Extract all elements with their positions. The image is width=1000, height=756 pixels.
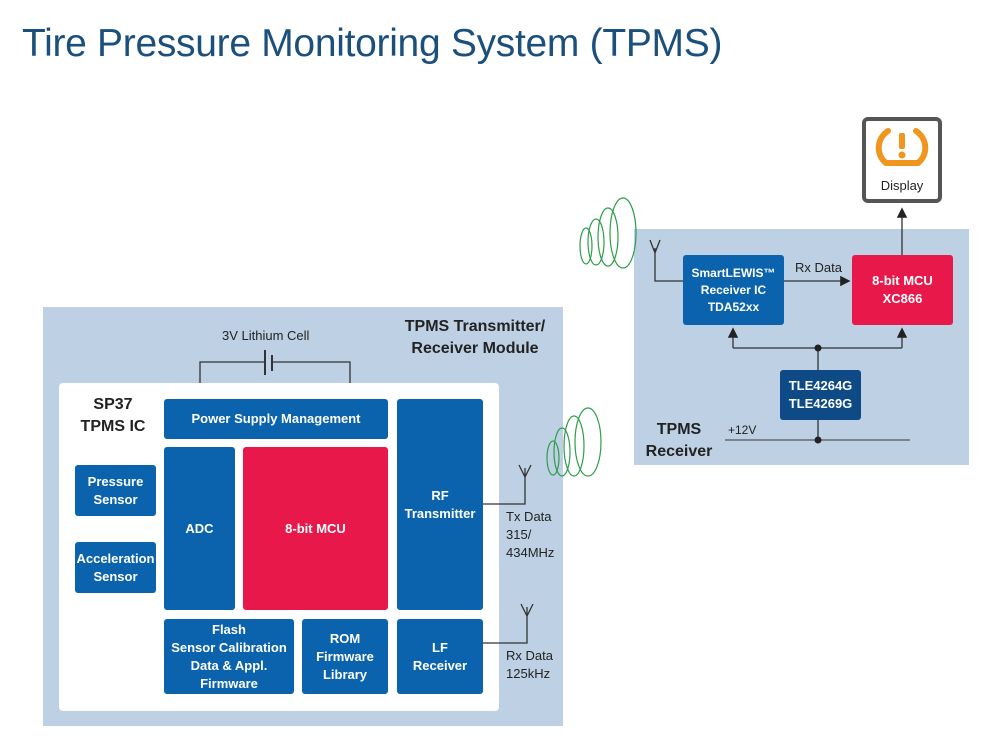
rx-line1: Rx Data: [506, 648, 553, 663]
regulator-line2: TLE4269G: [788, 396, 853, 411]
receiver-antenna-icon: [649, 239, 683, 282]
rom-block: ROM Firmware Library: [302, 619, 388, 694]
ic-label: SP37 TPMS IC: [72, 394, 154, 438]
lf-label-line2: Receiver: [412, 657, 468, 673]
tx-line1: Tx Data: [506, 509, 552, 524]
flash-label-line4: Firmware: [200, 675, 258, 691]
flash-label-line1: Flash: [212, 621, 246, 637]
battery-label: 3V Lithium Cell: [222, 328, 310, 343]
adc-label: ADC: [185, 520, 214, 536]
rom-label-line3: Library: [322, 666, 368, 682]
supply-label: +12V: [728, 423, 757, 437]
rom-label-line2: Firmware: [316, 648, 374, 664]
battery-wire: [199, 361, 351, 383]
smartlewis-line2: Receiver IC: [700, 282, 767, 297]
receiver-mcu-line2: XC866: [882, 291, 923, 306]
ic-label-line1: SP37: [93, 396, 133, 413]
receiver-mcu-line1: 8-bit MCU: [872, 273, 933, 288]
pressure-label-line2: Sensor: [93, 491, 138, 507]
power-supply-block: Power Supply Management: [164, 399, 388, 439]
display-label: Display: [880, 178, 924, 193]
rf-label-line1: RF: [431, 487, 449, 503]
rf-label-line2: Transmitter: [404, 505, 476, 521]
power-supply-label: Power Supply Management: [191, 411, 361, 426]
rx-antenna-icon: [483, 603, 534, 644]
accel-label-line1: Acceleration: [76, 550, 155, 566]
mcu-block: 8-bit MCU: [243, 447, 388, 610]
pressure-label-line1: Pressure: [87, 473, 144, 489]
page-title: Tire Pressure Monitoring System (TPMS): [22, 22, 723, 65]
tx-line3: 434MHz: [506, 545, 555, 560]
module-label-line1: TPMS Transmitter/: [404, 318, 546, 335]
lf-receiver-block: LF Receiver: [397, 619, 483, 694]
module-label-line2: Receiver Module: [411, 340, 539, 357]
smartlewis-block: SmartLEWIS™ Receiver IC TDA52xx: [683, 255, 784, 325]
display-box: Display: [862, 117, 942, 203]
lf-label-line1: LF: [432, 639, 448, 655]
module-label: TPMS Transmitter/ Receiver Module: [395, 316, 555, 360]
pressure-sensor-block: Pressure Sensor: [75, 465, 156, 516]
rx-data-label: Rx Data 125kHz: [506, 647, 553, 683]
rom-label-line1: ROM: [329, 630, 361, 646]
tx-line2: 315/: [506, 527, 532, 542]
receiver-label-line1: TPMS: [656, 421, 702, 438]
tx-data-label: Tx Data 315/ 434MHz: [506, 508, 554, 562]
tx-antenna-icon: [483, 464, 532, 505]
smartlewis-line3: TDA52xx: [707, 299, 760, 314]
accel-label-line2: Sensor: [93, 568, 138, 584]
adc-block: ADC: [164, 447, 235, 610]
mcu-label: 8-bit MCU: [285, 520, 346, 536]
flash-block: Flash Sensor Calibration Data & Appl. Fi…: [164, 619, 294, 694]
regulator-block: TLE4264G TLE4269G: [780, 370, 861, 420]
rx-line2: 125kHz: [506, 666, 551, 681]
regulator-line1: TLE4264G: [788, 378, 853, 393]
receiver-mcu-block: 8-bit MCU XC866: [852, 255, 953, 325]
receiver-label-line2: Receiver: [645, 443, 713, 460]
tire-pressure-warning-icon: [875, 128, 929, 166]
receiver-label: TPMS Receiver: [640, 419, 718, 463]
flash-label-line2: Sensor Calibration: [171, 639, 287, 655]
flash-label-line3: Data & Appl.: [190, 657, 268, 673]
ic-label-line2: TPMS IC: [80, 418, 146, 435]
receiver-rx-data-label: Rx Data: [795, 260, 842, 275]
smartlewis-line1: SmartLEWIS™: [691, 265, 776, 280]
rf-wave-icon: [546, 197, 637, 477]
acceleration-sensor-block: Acceleration Sensor: [75, 542, 156, 593]
rf-transmitter-block: RF Transmitter: [397, 399, 483, 610]
